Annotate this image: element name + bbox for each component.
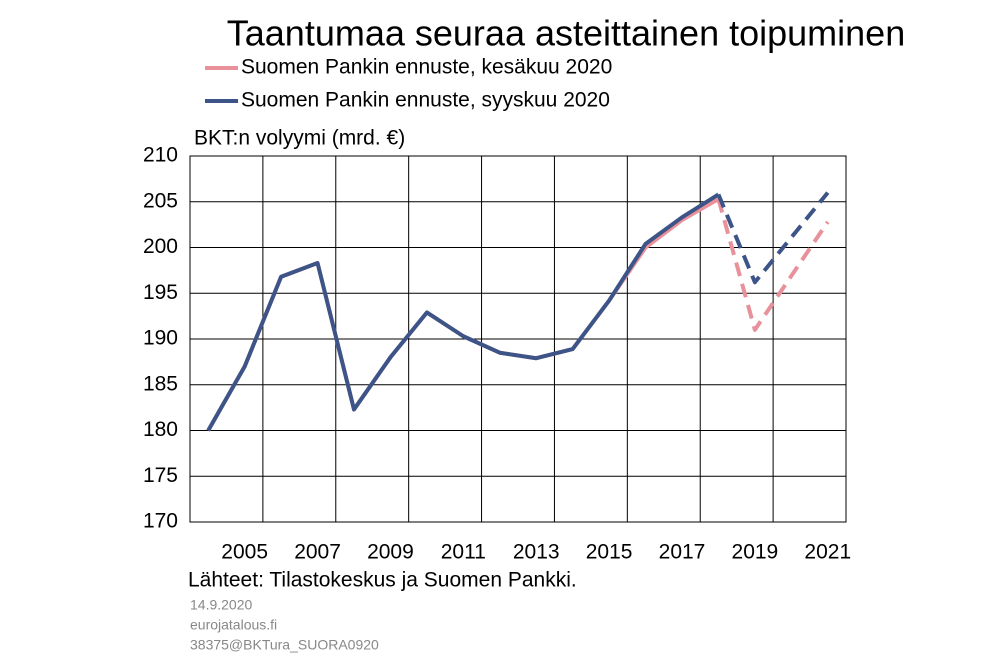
y-tick-label: 195 [143, 281, 178, 304]
x-tick-label: 2013 [513, 541, 560, 564]
forecast-line [716, 198, 830, 332]
x-tick-label: 2009 [367, 541, 414, 564]
note: eurojatalous.fi [190, 617, 277, 633]
x-tick-label: 2011 [441, 541, 486, 564]
x-tick-label: 2015 [586, 541, 633, 564]
series-line [206, 192, 720, 432]
note: 38375@BKTura_SUORA0920 [190, 637, 379, 653]
note: 14.9.2020 [190, 597, 252, 613]
x-tick-label: 2005 [221, 541, 268, 564]
y-tick-label: 170 [143, 510, 178, 533]
y-tick-label: 205 [143, 189, 178, 212]
series-line [206, 197, 720, 432]
y-axis-label: BKT:n volyymi (mrd. €) [194, 127, 405, 150]
y-tick-label: 175 [143, 464, 178, 487]
y-tick-label: 190 [143, 327, 178, 350]
x-tick-label: 2019 [732, 541, 779, 564]
legend-label: Suomen Pankin ennuste, syyskuu 2020 [241, 89, 610, 112]
chart-title: Taantumaa seuraa asteittainen toipuminen [227, 13, 905, 54]
x-tick-label: 2007 [294, 541, 341, 564]
legend-label: Suomen Pankin ennuste, kesäkuu 2020 [241, 56, 612, 79]
x-tick-label: 2021 [804, 541, 851, 564]
y-tick-label: 210 [143, 144, 178, 167]
source: Lähteet: Tilastokeskus ja Suomen Pankki. [188, 569, 577, 592]
forecast-line [716, 191, 830, 285]
x-tick-label: 2017 [659, 541, 706, 564]
plot-frame [189, 155, 847, 523]
y-tick-label: 200 [143, 235, 178, 258]
y-tick-label: 185 [143, 372, 178, 395]
y-tick-label: 180 [143, 418, 178, 441]
